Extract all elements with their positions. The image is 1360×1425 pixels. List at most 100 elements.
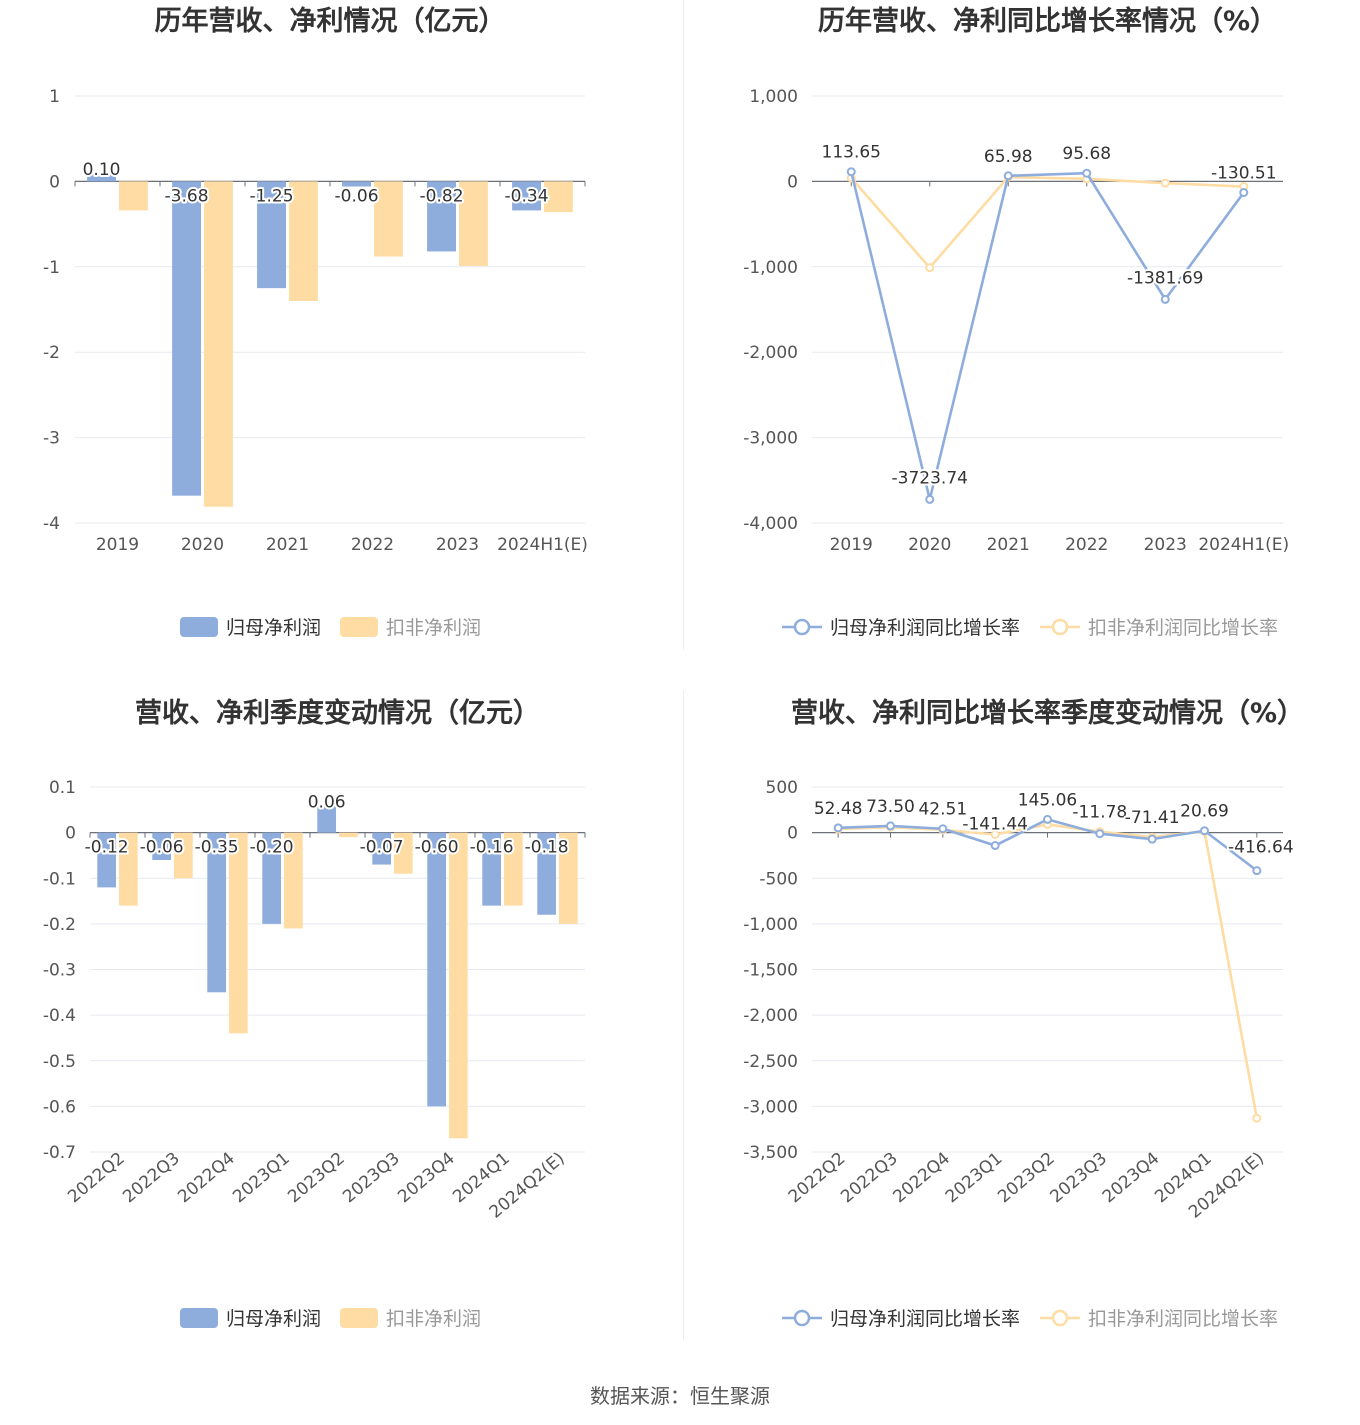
x-tick-label: 2021: [266, 535, 309, 555]
bar-deducted-profit: [339, 832, 358, 838]
chart-annual-profit: 历年营收、净利情况（亿元） 1 0 -1 -2 -3 -4 2019 2020 2021 2022 2…: [0, 0, 680, 690]
x-tick-label: 2023: [1144, 535, 1187, 555]
data-label: -0.60: [415, 838, 459, 858]
data-point-net-profit-growth: [1252, 866, 1262, 876]
data-label: -0.18: [525, 838, 569, 858]
legend-label: 扣非净利润: [386, 1308, 481, 1330]
y-tick-label: 1: [49, 87, 60, 107]
data-label: 20.69: [1180, 802, 1229, 822]
x-tick-label: 2023Q2: [284, 1149, 349, 1208]
x-tick-label: 2020: [908, 535, 951, 555]
y-tick-label: 0: [65, 824, 76, 844]
x-tick-label: 2023Q4: [1099, 1149, 1164, 1208]
chart-quarterly-profit: 营收、净利季度变动情况（亿元） 0.1 0 -0.1 -0.2 -0.3 -0.4 -0.5 -…: [0, 690, 680, 1380]
data-label: -0.12: [85, 838, 129, 858]
data-label: -11.78: [1072, 803, 1127, 823]
data-point-deducted-profit-growth: [990, 829, 1000, 839]
y-tick-label: -2,500: [743, 1052, 798, 1072]
data-label: -0.16: [470, 838, 514, 858]
bar-deducted-profit: [119, 181, 148, 211]
data-label: -0.82: [420, 186, 464, 206]
legend-label: 扣非净利润同比增长率: [1088, 1308, 1278, 1330]
x-tick-label: 2019: [830, 535, 873, 555]
data-label: -1.25: [250, 186, 294, 206]
bar-deducted-profit: [289, 181, 318, 301]
y-tick-label: -2: [43, 343, 60, 363]
y-tick-label: 500: [766, 778, 798, 798]
bar-deducted-profit: [449, 832, 468, 1139]
legend-swatch-net-profit: [180, 617, 218, 637]
data-label: 65.98: [984, 147, 1033, 167]
x-tick-label: 2024H1(E): [497, 535, 588, 555]
bar-net-profit: [172, 181, 201, 496]
bar-net-profit: [262, 832, 281, 924]
y-tick-label: -0.4: [43, 1006, 76, 1026]
x-tick-label: 2023Q1: [229, 1149, 294, 1208]
y-tick-label: -4,000: [743, 514, 798, 534]
data-point-net-profit-growth: [1095, 829, 1105, 839]
y-tick-label: -3,500: [743, 1143, 798, 1163]
annual-profit-chart: 历年营收、净利情况（亿元） 1 0 -1 -2 -3 -4 2019 2020 2021 2022 2…: [43, 5, 588, 639]
vertical-divider: [683, 690, 684, 1340]
data-label: 0.06: [308, 792, 346, 812]
y-tick-label: -1: [43, 258, 60, 278]
data-label: 113.65: [822, 143, 881, 163]
bar-net-profit: [317, 805, 336, 833]
data-point-net-profit-growth: [846, 167, 856, 177]
legend-label: 归母净利润: [226, 1308, 321, 1330]
bar-net-profit: [512, 181, 541, 211]
y-tick-label: -0.2: [43, 915, 76, 935]
y-tick-label: -4: [43, 514, 60, 534]
y-tick-label: 0: [787, 824, 798, 844]
bar-deducted-profit: [459, 181, 488, 266]
legend-label: 归母净利润同比增长率: [830, 617, 1020, 639]
data-label: 42.51: [918, 800, 967, 820]
bar-net-profit: [427, 832, 446, 1107]
data-label: -0.20: [250, 838, 294, 858]
data-label: -0.06: [140, 838, 184, 858]
y-tick-label: -0.3: [43, 961, 76, 981]
data-label: 95.68: [1062, 144, 1111, 164]
x-tick-label: 2022: [1065, 535, 1108, 555]
data-label: -416.64: [1228, 838, 1294, 858]
bar-deducted-profit: [504, 832, 523, 906]
x-tick-label: 2022Q4: [890, 1149, 955, 1208]
data-label: -0.35: [195, 838, 239, 858]
y-tick-label: -3,000: [743, 1097, 798, 1117]
bar-net-profit: [97, 832, 116, 888]
data-label: -3.68: [165, 186, 209, 206]
x-tick-label: 2023Q3: [339, 1149, 404, 1208]
bar-net-profit: [427, 181, 456, 252]
y-tick-label: -1,000: [743, 915, 798, 935]
x-tick-label: 2022: [351, 535, 394, 555]
bar-deducted-profit: [559, 832, 578, 924]
y-tick-label: -2,000: [743, 343, 798, 363]
data-label: 52.48: [814, 799, 863, 819]
y-tick-label: -1,500: [743, 961, 798, 981]
data-point-net-profit-growth: [886, 821, 895, 831]
data-point-net-profit-growth: [1160, 294, 1170, 304]
x-tick-label: 2022Q4: [174, 1149, 239, 1208]
chart-title: 营收、净利同比增长率季度变动情况（%）: [791, 697, 1304, 729]
x-tick-label: 2023Q2: [994, 1149, 1059, 1208]
data-point-net-profit-growth: [1239, 188, 1249, 198]
chart-title: 历年营收、净利同比增长率情况（%）: [818, 5, 1277, 37]
y-tick-label: -1,000: [743, 258, 798, 278]
annual-growth-chart: 历年营收、净利同比增长率情况（%） 1,000 0 -1,000 -2,000 -3,00…: [743, 5, 1289, 639]
bar-net-profit: [257, 181, 286, 289]
data-point-net-profit-growth: [1043, 814, 1052, 824]
data-label: 145.06: [1018, 790, 1077, 810]
data-point-net-profit-growth: [990, 841, 1000, 851]
legend-marker: [793, 1309, 811, 1327]
quarterly-profit-chart: 营收、净利季度变动情况（亿元） 0.1 0 -0.1 -0.2 -0.3 -0.4 -0.5 -…: [43, 697, 586, 1330]
bar-deducted-profit: [119, 832, 138, 906]
bar-deducted-profit: [544, 181, 573, 213]
data-label: -1381.69: [1127, 268, 1203, 288]
bar-net-profit: [152, 832, 171, 860]
bar-deducted-profit: [394, 832, 413, 874]
data-point-deducted-profit-growth: [1252, 1113, 1262, 1123]
legend-label: 归母净利润: [226, 617, 321, 639]
y-tick-label: -0.7: [43, 1143, 76, 1163]
chart-title: 历年营收、净利情况（亿元）: [155, 5, 506, 37]
data-point-net-profit-growth: [833, 823, 843, 833]
